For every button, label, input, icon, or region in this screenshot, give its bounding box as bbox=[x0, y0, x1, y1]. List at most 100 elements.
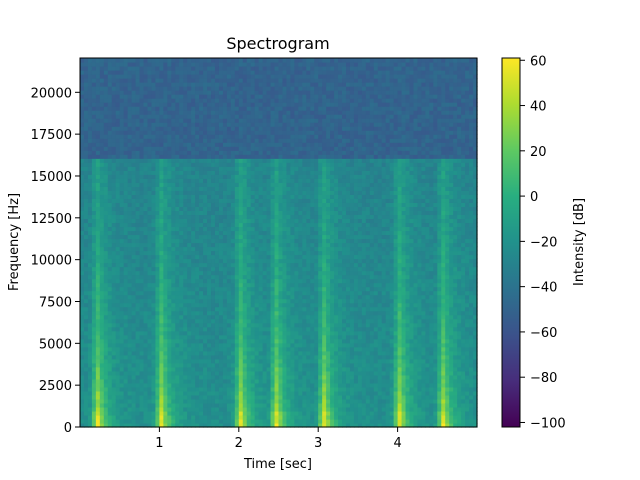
heatmap-cell bbox=[171, 182, 176, 187]
heatmap-cell bbox=[226, 414, 232, 420]
heatmap-cell bbox=[242, 114, 248, 119]
heatmap-cell bbox=[80, 110, 85, 115]
heatmap-cell bbox=[175, 218, 180, 224]
heatmap-cell bbox=[254, 86, 260, 91]
heatmap-cell bbox=[262, 354, 268, 360]
heatmap-cell bbox=[211, 106, 216, 111]
heatmap-cell bbox=[242, 398, 248, 404]
heatmap-cell bbox=[199, 158, 204, 163]
heatmap-cell bbox=[234, 154, 240, 159]
heatmap-cell bbox=[83, 330, 89, 336]
heatmap-cell bbox=[115, 394, 121, 400]
heatmap-cell bbox=[274, 338, 280, 344]
heatmap-cell bbox=[127, 286, 133, 292]
heatmap-cell bbox=[290, 354, 295, 360]
heatmap-cell bbox=[131, 410, 137, 416]
heatmap-cell bbox=[262, 126, 268, 131]
heatmap-cell bbox=[151, 146, 157, 151]
heatmap-cell bbox=[250, 202, 256, 207]
heatmap-cell bbox=[274, 406, 280, 412]
heatmap-cell bbox=[258, 350, 264, 356]
heatmap-cell bbox=[87, 262, 93, 268]
heatmap-cell bbox=[87, 102, 93, 107]
heatmap-cell bbox=[147, 258, 153, 264]
heatmap-cell bbox=[250, 390, 256, 396]
heatmap-cell bbox=[258, 414, 264, 420]
heatmap-cell bbox=[139, 86, 145, 91]
heatmap-cell bbox=[191, 90, 196, 95]
heatmap-cell bbox=[155, 330, 160, 336]
heatmap-cell bbox=[171, 138, 176, 143]
heatmap-cell bbox=[282, 150, 288, 155]
heatmap-cell bbox=[183, 322, 188, 328]
heatmap-cell bbox=[242, 150, 248, 155]
heatmap-cell bbox=[266, 234, 272, 240]
heatmap-cell bbox=[131, 306, 137, 312]
heatmap-cell bbox=[270, 138, 276, 143]
heatmap-cell bbox=[175, 398, 180, 404]
heatmap-cell bbox=[191, 286, 196, 292]
heatmap-cell bbox=[290, 126, 295, 131]
heatmap-cell bbox=[183, 118, 188, 123]
heatmap-cell bbox=[274, 218, 280, 224]
heatmap-cell bbox=[282, 66, 288, 71]
heatmap-cell bbox=[270, 130, 276, 135]
heatmap-cell bbox=[163, 142, 168, 147]
heatmap-cell bbox=[191, 410, 196, 416]
heatmap-cell bbox=[290, 266, 295, 272]
heatmap-cell bbox=[80, 346, 85, 352]
heatmap-cell bbox=[115, 238, 121, 244]
heatmap-cell bbox=[286, 322, 292, 328]
heatmap-cell bbox=[111, 142, 117, 147]
heatmap-cell bbox=[143, 386, 149, 392]
heatmap-cell bbox=[119, 162, 125, 167]
heatmap-cell bbox=[191, 98, 196, 103]
heatmap-cell bbox=[282, 306, 288, 312]
heatmap-cell bbox=[83, 162, 89, 167]
heatmap-cell bbox=[87, 326, 93, 332]
heatmap-cell bbox=[99, 186, 105, 191]
heatmap-cell bbox=[207, 98, 212, 103]
heatmap-cell bbox=[187, 422, 192, 428]
heatmap-cell bbox=[147, 286, 153, 292]
heatmap-cell bbox=[218, 326, 224, 332]
heatmap-cell bbox=[278, 262, 284, 268]
heatmap-cell bbox=[191, 422, 196, 428]
heatmap-cell bbox=[115, 414, 121, 420]
heatmap-cell bbox=[226, 94, 232, 99]
heatmap-cell bbox=[183, 166, 188, 171]
heatmap-cell bbox=[87, 110, 93, 115]
heatmap-cell bbox=[242, 330, 248, 336]
heatmap-cell bbox=[187, 174, 192, 179]
heatmap-cell bbox=[199, 226, 204, 232]
heatmap-cell bbox=[179, 118, 184, 123]
heatmap-cell bbox=[294, 414, 299, 420]
heatmap-cell bbox=[135, 58, 141, 63]
heatmap-cell bbox=[183, 182, 188, 187]
heatmap-cell bbox=[274, 78, 280, 83]
heatmap-cell bbox=[139, 370, 145, 376]
heatmap-cell bbox=[107, 310, 113, 316]
heatmap-cell bbox=[191, 274, 196, 280]
heatmap-cell bbox=[131, 202, 137, 207]
heatmap-cell bbox=[207, 310, 212, 316]
heatmap-cell bbox=[254, 322, 260, 328]
heatmap-cell bbox=[278, 342, 284, 348]
heatmap-cell bbox=[175, 298, 180, 304]
heatmap-cell bbox=[183, 218, 188, 224]
heatmap-cell bbox=[127, 422, 133, 428]
heatmap-cell bbox=[139, 250, 145, 256]
heatmap-cell bbox=[119, 286, 125, 292]
heatmap-cell bbox=[218, 154, 224, 159]
heatmap-cell bbox=[87, 146, 93, 151]
heatmap-cell bbox=[127, 258, 133, 264]
heatmap-cell bbox=[119, 222, 125, 228]
heatmap-cell bbox=[135, 130, 141, 135]
heatmap-cell bbox=[151, 170, 157, 175]
heatmap-cell bbox=[91, 186, 97, 191]
heatmap-cell bbox=[147, 246, 153, 252]
heatmap-cell bbox=[80, 114, 85, 119]
heatmap-cell bbox=[211, 166, 216, 171]
heatmap-cell bbox=[266, 70, 272, 75]
heatmap-cell bbox=[183, 370, 188, 376]
